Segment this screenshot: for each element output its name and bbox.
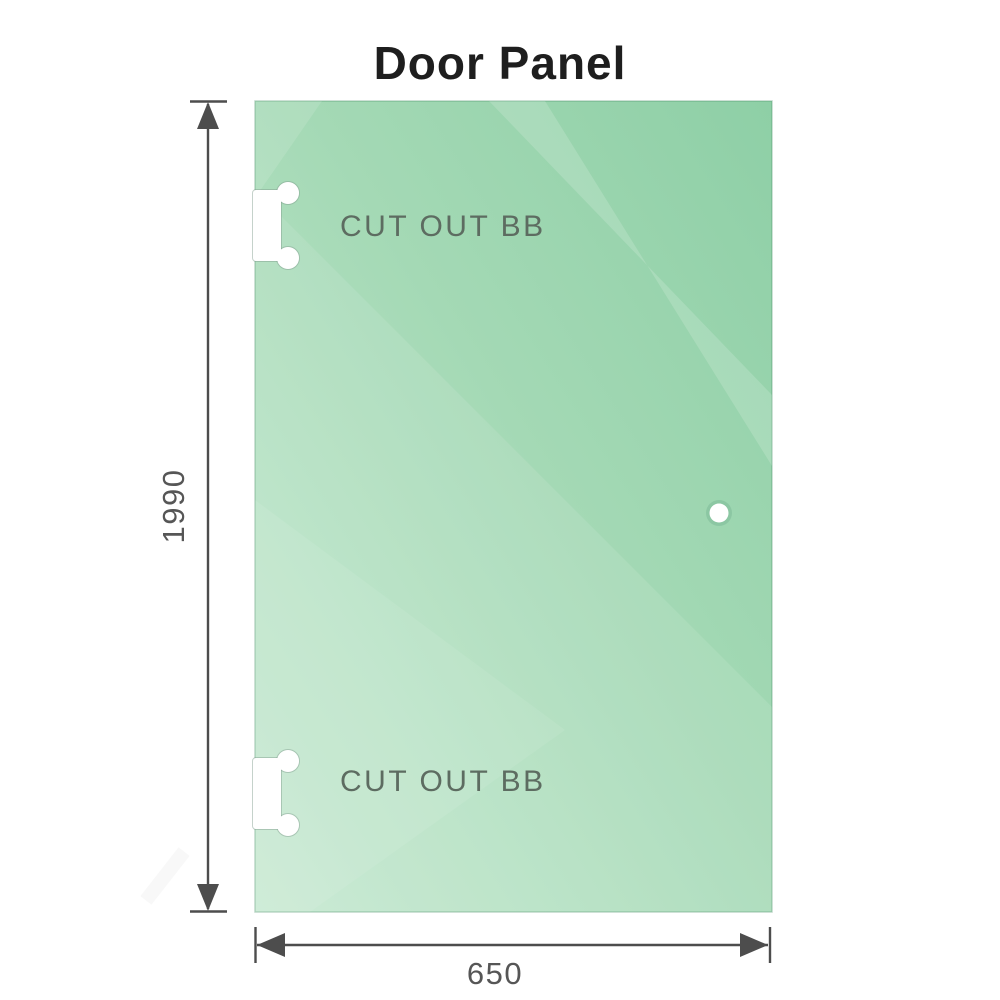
arrow-down-icon — [197, 884, 219, 911]
arrow-right-icon — [740, 933, 768, 957]
cutout-label-top: CUT OUT BB — [340, 210, 546, 243]
glass-panel: CUT OUT BB CUT OUT BB — [252, 100, 773, 913]
width-dimension: 650 — [254, 927, 772, 991]
shine-wedge — [255, 500, 565, 912]
height-value: 1990 — [156, 469, 191, 544]
arrow-up-icon — [197, 102, 219, 129]
glass-panel-body — [254, 100, 773, 913]
hinge-cutout-top — [252, 181, 300, 270]
width-value: 650 — [467, 956, 523, 991]
arrow-left-icon — [257, 933, 285, 957]
mounting-hole-icon — [706, 500, 732, 526]
cutout-label-bottom: CUT OUT BB — [340, 765, 546, 798]
height-dimension: 1990 — [156, 100, 227, 913]
shine-region — [255, 190, 772, 912]
glass-shine — [255, 101, 772, 912]
hinge-cutout-bottom — [252, 749, 300, 837]
background-smudge — [140, 847, 190, 905]
shine-corner — [255, 101, 322, 198]
page-title: Door Panel — [373, 37, 627, 89]
